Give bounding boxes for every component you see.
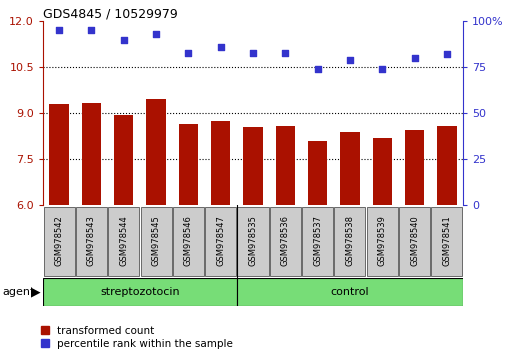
- Bar: [404, 130, 423, 205]
- FancyBboxPatch shape: [301, 207, 332, 276]
- Point: [345, 57, 353, 63]
- FancyBboxPatch shape: [334, 207, 365, 276]
- Bar: [146, 99, 166, 205]
- Point: [248, 50, 257, 55]
- Bar: [436, 126, 456, 205]
- Point: [377, 66, 385, 72]
- Text: GSM978540: GSM978540: [409, 215, 418, 266]
- Text: GSM978538: GSM978538: [345, 215, 354, 266]
- Bar: [211, 121, 230, 205]
- Text: GDS4845 / 10529979: GDS4845 / 10529979: [43, 7, 177, 20]
- FancyBboxPatch shape: [173, 207, 204, 276]
- Bar: [275, 126, 294, 205]
- FancyBboxPatch shape: [237, 207, 268, 276]
- Text: GSM978536: GSM978536: [280, 215, 289, 266]
- Text: GSM978542: GSM978542: [55, 215, 64, 266]
- Legend: transformed count, percentile rank within the sample: transformed count, percentile rank withi…: [40, 326, 233, 349]
- Text: GSM978537: GSM978537: [313, 215, 322, 266]
- FancyBboxPatch shape: [236, 278, 462, 306]
- Point: [216, 44, 224, 50]
- Text: GSM978544: GSM978544: [119, 215, 128, 266]
- Text: streptozotocin: streptozotocin: [100, 287, 179, 297]
- FancyBboxPatch shape: [269, 207, 300, 276]
- FancyBboxPatch shape: [366, 207, 397, 276]
- Bar: [49, 104, 69, 205]
- Point: [55, 28, 63, 33]
- Bar: [243, 127, 262, 205]
- Bar: [339, 132, 359, 205]
- Text: GSM978547: GSM978547: [216, 215, 225, 266]
- Text: control: control: [330, 287, 369, 297]
- Point: [442, 52, 450, 57]
- FancyBboxPatch shape: [43, 207, 75, 276]
- FancyBboxPatch shape: [140, 207, 171, 276]
- Bar: [114, 115, 133, 205]
- FancyBboxPatch shape: [108, 207, 139, 276]
- Text: GSM978541: GSM978541: [441, 215, 450, 266]
- Bar: [82, 103, 101, 205]
- FancyBboxPatch shape: [205, 207, 236, 276]
- Point: [87, 28, 95, 33]
- Text: GSM978539: GSM978539: [377, 215, 386, 266]
- FancyBboxPatch shape: [398, 207, 429, 276]
- Text: GSM978543: GSM978543: [87, 215, 96, 266]
- FancyBboxPatch shape: [76, 207, 107, 276]
- Bar: [308, 141, 327, 205]
- Point: [313, 66, 321, 72]
- Point: [410, 55, 418, 61]
- Text: agent: agent: [3, 287, 35, 297]
- Point: [152, 31, 160, 37]
- Text: GSM978545: GSM978545: [152, 215, 160, 266]
- Text: GSM978535: GSM978535: [248, 215, 257, 266]
- Text: GSM978546: GSM978546: [183, 215, 192, 266]
- FancyBboxPatch shape: [430, 207, 462, 276]
- Bar: [372, 138, 391, 205]
- Point: [120, 37, 128, 42]
- Bar: [178, 124, 197, 205]
- FancyBboxPatch shape: [43, 278, 236, 306]
- Point: [184, 50, 192, 55]
- Text: ▶: ▶: [31, 286, 41, 298]
- Point: [281, 50, 289, 55]
